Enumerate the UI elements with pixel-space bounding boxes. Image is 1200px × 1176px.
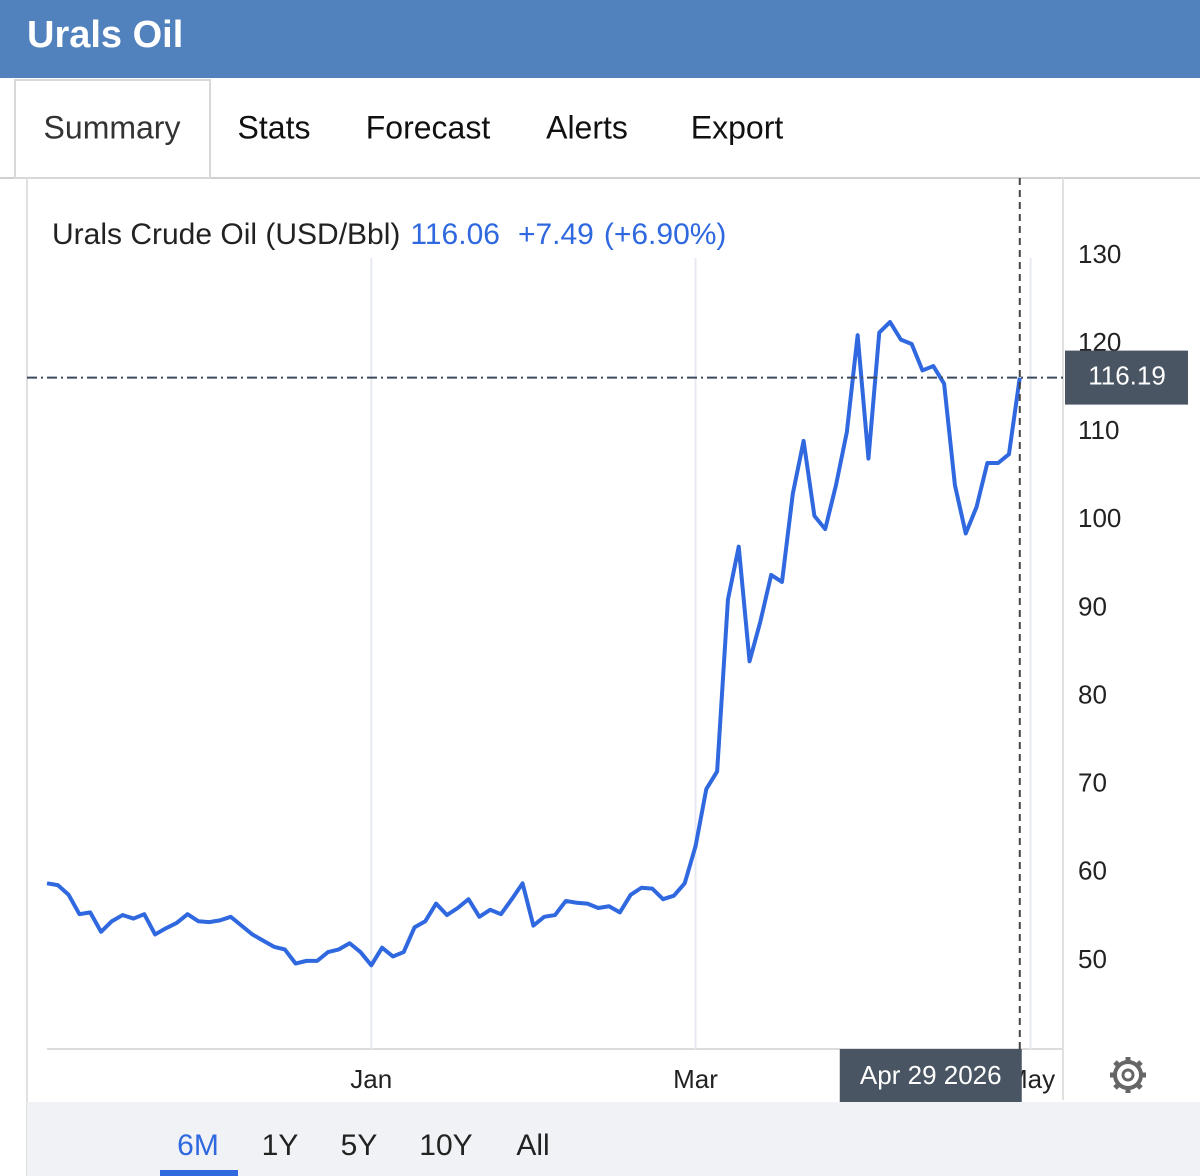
range-button[interactable]: All bbox=[516, 1129, 549, 1162]
tab[interactable]: Stats bbox=[238, 109, 311, 145]
quote-price: 116.06 bbox=[410, 218, 500, 251]
tab[interactable]: Export bbox=[691, 109, 784, 145]
range-underline bbox=[160, 1170, 238, 1176]
header-bar bbox=[0, 0, 1200, 78]
gear-hub bbox=[1121, 1068, 1135, 1082]
quote-change: +7.49 bbox=[518, 218, 594, 251]
tab[interactable]: Forecast bbox=[366, 109, 491, 145]
y-tick-label: 80 bbox=[1078, 679, 1107, 709]
date-tooltip: Apr 29 2026 bbox=[860, 1060, 1002, 1090]
price-tag-box bbox=[1065, 350, 1188, 405]
quote-line: Urals Crude Oil (USD/Bbl) 116.06 +7.49 (+6.… bbox=[52, 218, 726, 251]
y-tick-label: 100 bbox=[1078, 503, 1121, 533]
quote-box bbox=[44, 210, 784, 258]
range-button[interactable]: 1Y bbox=[262, 1129, 299, 1162]
range-button[interactable]: 6M bbox=[177, 1129, 219, 1162]
range-button[interactable]: 10Y bbox=[419, 1129, 472, 1162]
active-tab bbox=[14, 79, 211, 179]
y-tick-label: 50 bbox=[1078, 944, 1107, 974]
tab[interactable]: Summary bbox=[44, 109, 181, 145]
tab[interactable]: Alerts bbox=[546, 109, 628, 145]
x-tick-label: Mar bbox=[673, 1064, 718, 1094]
y-tick-label: 70 bbox=[1078, 768, 1107, 798]
series-name: Urals Crude Oil (USD/Bbl) bbox=[52, 218, 400, 251]
y-tick-label: 60 bbox=[1078, 856, 1107, 886]
x-tick-label: Jan bbox=[350, 1064, 392, 1094]
date-tooltip-box bbox=[839, 1049, 1022, 1102]
gear-teeth bbox=[1110, 1057, 1146, 1093]
range-button[interactable]: 5Y bbox=[341, 1129, 378, 1162]
price-line bbox=[46, 319, 1022, 968]
settings-icon[interactable] bbox=[1110, 1057, 1146, 1093]
header-title: Urals Oil bbox=[27, 14, 183, 56]
y-tick-label: 90 bbox=[1078, 591, 1107, 621]
price-tag: 116.19 bbox=[1088, 360, 1166, 390]
y-tick-label: 110 bbox=[1078, 415, 1119, 445]
y-tick-label: 130 bbox=[1078, 239, 1121, 269]
range-bar bbox=[27, 1102, 1200, 1176]
quote-change-pct: (+6.90%) bbox=[604, 218, 727, 251]
